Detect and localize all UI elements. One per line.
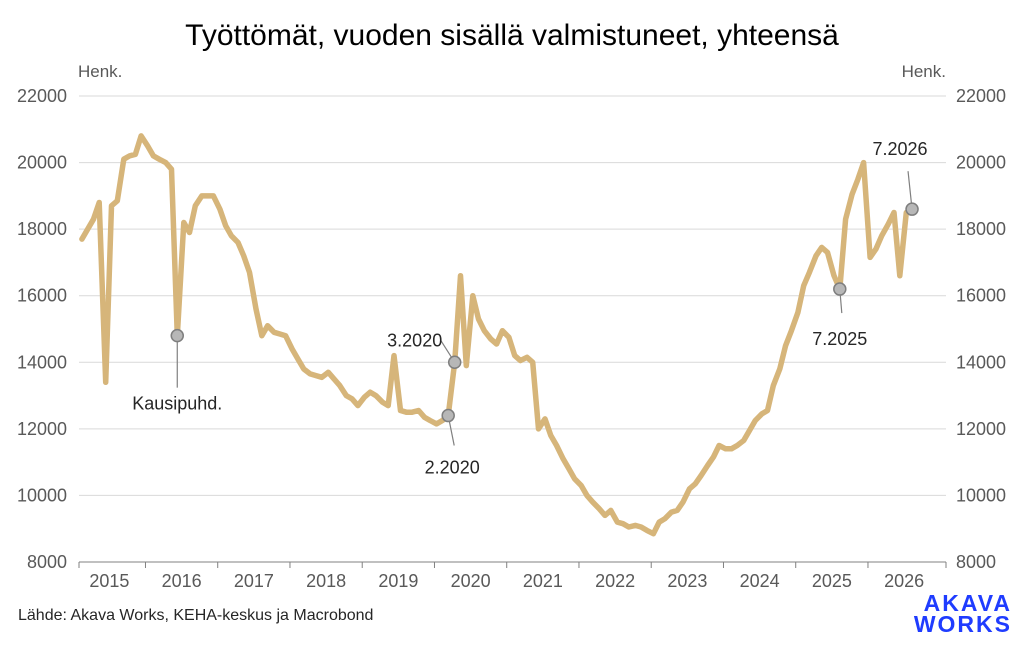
y-tick-label-right: 8000 — [956, 552, 996, 572]
x-tick-label: 2021 — [523, 571, 563, 591]
data-point-marker — [447, 355, 462, 370]
y-tick-label-right: 12000 — [956, 419, 1006, 439]
marker-label: 7.2026 — [873, 139, 928, 159]
y-tick-label-right: 10000 — [956, 485, 1006, 505]
y-ticks-left: 8000 10000 12000 14000 16000 18000 20000 22000 — [17, 86, 67, 572]
y-tick-label-left: 16000 — [17, 286, 67, 306]
x-tick-label: 2016 — [162, 571, 202, 591]
data-point-marker — [833, 282, 847, 296]
x-tick-label: 2015 — [89, 571, 129, 591]
chart-title: Työttömät, vuoden sisällä valmistuneet, … — [185, 19, 839, 52]
logo-line-2: WORKS — [914, 611, 1012, 637]
y-tick-label-right: 16000 — [956, 286, 1006, 306]
grid-lines — [79, 95, 946, 496]
x-tick-label: 2017 — [234, 571, 274, 591]
y-tick-label-left: 8000 — [27, 552, 67, 572]
y-axis-unit-right: Henk. — [902, 62, 946, 81]
marker-label: Kausipuhd. — [132, 394, 222, 414]
x-tick-label: 2022 — [595, 571, 635, 591]
x-tick-label: 2020 — [451, 571, 491, 591]
y-tick-label-left: 20000 — [17, 153, 67, 173]
marker-label: 7.2025 — [812, 329, 867, 349]
data-point-marker — [441, 408, 455, 423]
annotation-markers: Kausipuhd. 2.2020 3.2020 7.2025 7.2026 — [132, 139, 927, 477]
y-tick-label-left: 10000 — [17, 485, 67, 505]
data-point-marker — [905, 202, 919, 216]
y-tick-label-left: 18000 — [17, 219, 67, 239]
data-point-marker — [170, 328, 185, 343]
x-axis: 2015 2016 2017 2018 2019 2020 2021 2022 2023 2024… — [78, 561, 947, 591]
y-tick-label-right: 20000 — [956, 153, 1006, 173]
y-tick-label-right: 22000 — [956, 86, 1006, 106]
y-ticks-right: 8000 10000 12000 14000 16000 18000 20000 22000 — [956, 86, 1006, 572]
y-tick-label-right: 14000 — [956, 352, 1006, 372]
logo-line-1: AKAVA — [924, 590, 1012, 616]
x-tick-label: 2024 — [740, 571, 780, 591]
y-tick-label-left: 12000 — [17, 419, 67, 439]
marker-label: 2.2020 — [425, 458, 480, 478]
y-tick-label-right: 18000 — [956, 219, 1006, 239]
marker-label: 3.2020 — [387, 330, 442, 350]
x-tick-label: 2019 — [378, 571, 418, 591]
x-tick-label: 2023 — [667, 571, 707, 591]
x-tick-label: 2026 — [884, 571, 924, 591]
series-line — [79, 133, 915, 537]
x-tick-label: 2018 — [306, 571, 346, 591]
y-axis-unit-left: Henk. — [78, 62, 122, 81]
x-tick-label: 2025 — [812, 571, 852, 591]
y-tick-label-left: 14000 — [17, 352, 67, 372]
y-tick-label-left: 22000 — [17, 86, 67, 106]
source-note: Lähde: Akava Works, KEHA-keskus ja Macro… — [18, 607, 373, 624]
series-layer — [79, 133, 915, 537]
